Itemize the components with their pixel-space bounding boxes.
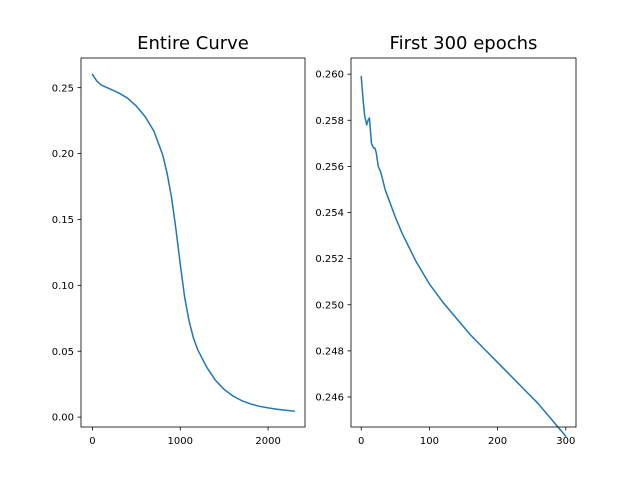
axes-frame [80, 57, 306, 428]
y-tick-label: 0.260 [315, 70, 344, 81]
y-tick-label: 0.252 [315, 254, 344, 265]
x-tick-label: 300 [556, 436, 575, 447]
y-tick-label: 0.20 [52, 149, 74, 160]
y-tick-label: 0.246 [315, 393, 344, 404]
y-tick-label: 0.248 [315, 346, 344, 357]
chart-panel-first-300-epochs: First 300 epochs 0 100 200 300 0.246 0.248 0.2… [315, 33, 577, 447]
y-tick-label: 0.250 [315, 300, 344, 311]
series-line [360, 75, 567, 437]
y-tick-label: 0.25 [52, 83, 74, 94]
axis-ticks: 0 1000 2000 0.00 0.05 0.10 0.15 0.20 0.25 [52, 83, 281, 447]
y-tick-label: 0.15 [52, 215, 74, 226]
x-tick-label: 200 [488, 436, 507, 447]
y-tick-label: 0.10 [52, 281, 74, 292]
plot-area [91, 73, 296, 412]
x-tick-label: 100 [420, 436, 439, 447]
y-tick-label: 0.00 [52, 413, 74, 424]
x-tick-label: 0 [358, 436, 364, 447]
chart-panel-entire-curve: Entire Curve 0 1000 2000 0.00 0.05 0.10 0.15 0.… [52, 33, 306, 447]
chart-title: First 300 epochs [390, 33, 538, 54]
y-tick-label: 0.256 [315, 162, 344, 173]
x-tick-label: 0 [89, 436, 95, 447]
x-tick-label: 2000 [255, 436, 280, 447]
y-tick-label: 0.258 [315, 116, 344, 127]
chart-title: Entire Curve [137, 33, 249, 54]
axes-frame [350, 57, 577, 428]
plot-area [360, 75, 567, 437]
x-tick-label: 1000 [168, 436, 193, 447]
y-tick-label: 0.254 [315, 208, 344, 219]
axis-ticks: 0 100 200 300 0.246 0.248 0.250 0.252 0.254 0.256… [315, 70, 575, 447]
series-line [91, 73, 296, 412]
y-tick-label: 0.05 [52, 347, 74, 358]
